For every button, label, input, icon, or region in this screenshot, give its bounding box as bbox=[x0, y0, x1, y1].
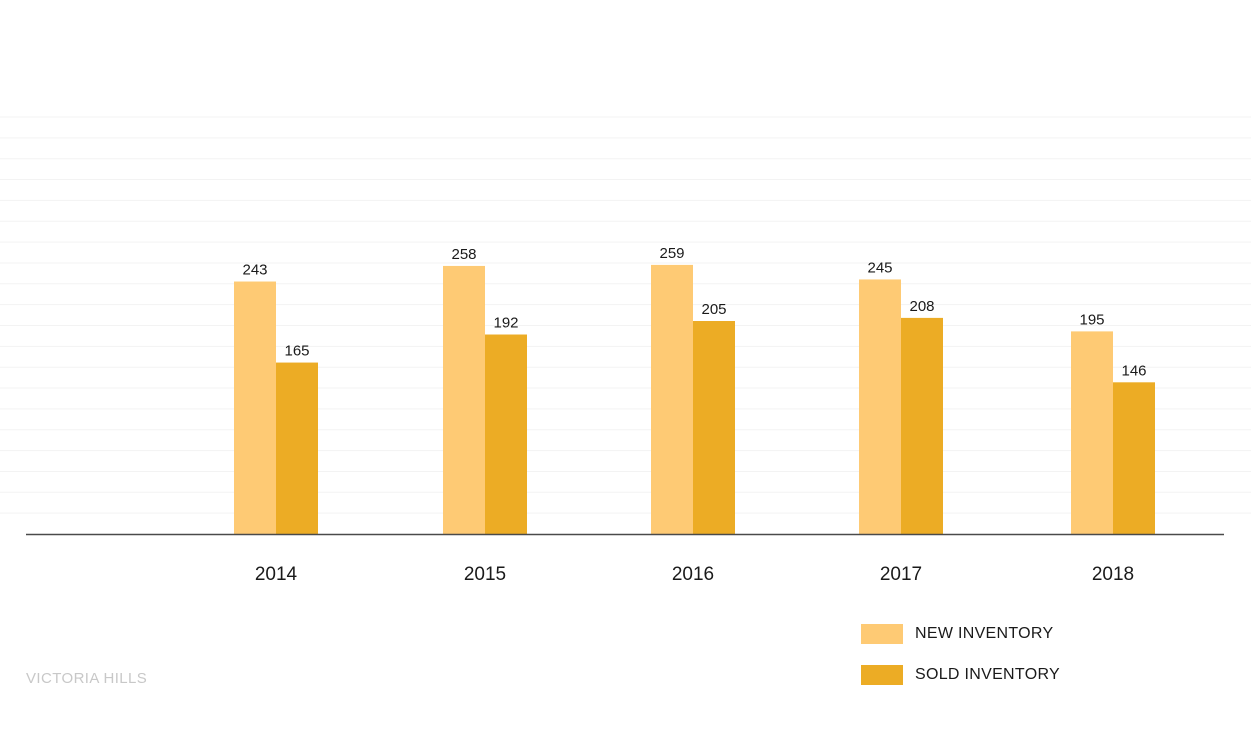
value-label-new-2015: 258 bbox=[451, 246, 476, 263]
bars-group bbox=[234, 264, 1155, 534]
bar-sold-2016 bbox=[693, 321, 735, 534]
legend: NEW INVENTORY SOLD INVENTORY bbox=[861, 623, 1060, 705]
x-tick-label-2016: 2016 bbox=[672, 564, 714, 585]
bar-sold-2015 bbox=[485, 334, 527, 534]
value-label-new-2018: 195 bbox=[1079, 311, 1104, 328]
value-label-new-2016: 259 bbox=[659, 245, 684, 262]
value-label-sold-2017: 208 bbox=[909, 298, 934, 315]
value-label-sold-2016: 205 bbox=[701, 301, 726, 318]
legend-swatch-new-inventory bbox=[861, 624, 903, 644]
bar-new-2017 bbox=[859, 279, 901, 534]
x-tick-labels: 2014 2015 2016 2017 2018 bbox=[255, 564, 1134, 585]
source-label: VICTORIA HILLS bbox=[26, 670, 148, 687]
x-tick-label-2017: 2017 bbox=[880, 564, 922, 585]
legend-item-sold-inventory: SOLD INVENTORY bbox=[861, 664, 1060, 686]
bar-sold-2017 bbox=[901, 317, 943, 534]
value-label-new-2017: 245 bbox=[867, 259, 892, 276]
value-labels-group: 243 165 258 192 259 205 245 208 195 146 bbox=[242, 245, 1146, 379]
bar-new-2016 bbox=[651, 264, 693, 534]
value-label-sold-2014: 165 bbox=[284, 343, 309, 360]
value-label-sold-2018: 146 bbox=[1121, 362, 1146, 379]
legend-swatch-sold-inventory bbox=[861, 665, 903, 685]
bar-new-2015 bbox=[443, 265, 485, 534]
value-label-sold-2015: 192 bbox=[493, 315, 518, 332]
bar-new-2014 bbox=[234, 281, 276, 534]
x-tick-label-2014: 2014 bbox=[255, 564, 298, 585]
legend-item-new-inventory: NEW INVENTORY bbox=[861, 623, 1060, 645]
x-tick-label-2018: 2018 bbox=[1092, 564, 1134, 585]
value-label-new-2014: 243 bbox=[242, 262, 267, 279]
bar-sold-2014 bbox=[276, 362, 318, 534]
bar-new-2018 bbox=[1071, 331, 1113, 534]
bar-sold-2018 bbox=[1113, 382, 1155, 534]
x-tick-label-2015: 2015 bbox=[464, 564, 506, 585]
gridlines bbox=[0, 116, 1251, 514]
legend-label-sold-inventory: SOLD INVENTORY bbox=[915, 666, 1060, 683]
legend-label-new-inventory: NEW INVENTORY bbox=[915, 625, 1054, 642]
